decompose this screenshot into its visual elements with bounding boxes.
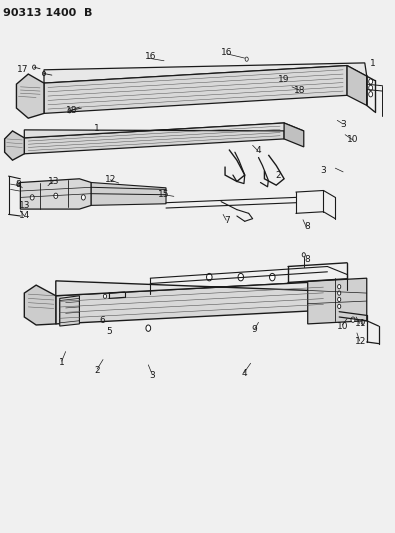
Text: 11: 11 (355, 319, 367, 328)
Text: 8: 8 (304, 222, 310, 231)
Text: 6: 6 (100, 316, 105, 325)
Circle shape (269, 273, 275, 281)
Text: 3: 3 (321, 166, 326, 175)
Text: 13: 13 (19, 201, 30, 210)
Text: 5: 5 (106, 327, 112, 336)
Text: 3: 3 (149, 371, 155, 380)
Circle shape (369, 92, 372, 97)
Text: 17: 17 (17, 66, 28, 74)
Polygon shape (308, 278, 367, 324)
Text: 7: 7 (224, 216, 230, 225)
Polygon shape (56, 281, 327, 324)
Polygon shape (56, 281, 351, 296)
Text: 16: 16 (221, 48, 233, 56)
Circle shape (207, 273, 212, 281)
Polygon shape (347, 66, 367, 106)
Text: 1: 1 (370, 59, 376, 68)
Polygon shape (24, 123, 304, 138)
Circle shape (30, 195, 34, 200)
Text: 12: 12 (355, 337, 367, 346)
Circle shape (54, 193, 58, 198)
Text: 14: 14 (19, 212, 30, 221)
Text: 18: 18 (66, 106, 77, 115)
Text: 1: 1 (94, 124, 100, 133)
Text: 8: 8 (15, 180, 21, 189)
Circle shape (338, 304, 341, 309)
Circle shape (81, 195, 85, 200)
Text: 13: 13 (48, 177, 60, 186)
Polygon shape (5, 131, 24, 160)
Text: 19: 19 (278, 75, 290, 84)
Circle shape (338, 285, 341, 289)
Circle shape (361, 320, 365, 325)
Text: 4: 4 (256, 146, 261, 155)
Circle shape (338, 291, 341, 295)
Polygon shape (60, 296, 79, 326)
Polygon shape (21, 179, 91, 209)
Circle shape (369, 85, 372, 91)
Polygon shape (44, 66, 347, 114)
Circle shape (338, 297, 341, 302)
Text: 12: 12 (105, 175, 117, 184)
Circle shape (103, 294, 107, 298)
Text: 15: 15 (158, 190, 170, 199)
Text: 3: 3 (340, 119, 346, 128)
Text: 9: 9 (252, 325, 258, 334)
Polygon shape (44, 63, 367, 83)
Polygon shape (24, 123, 284, 154)
Polygon shape (24, 285, 56, 325)
Text: 18: 18 (294, 85, 306, 94)
Polygon shape (327, 281, 351, 321)
Circle shape (369, 79, 372, 84)
Text: 8: 8 (305, 255, 310, 264)
Circle shape (146, 325, 150, 332)
Circle shape (351, 317, 355, 322)
Text: 16: 16 (145, 52, 156, 61)
Text: 10: 10 (347, 135, 359, 144)
Polygon shape (284, 123, 304, 147)
Text: 10: 10 (337, 321, 348, 330)
Text: 1: 1 (59, 358, 64, 367)
Text: 2: 2 (94, 366, 100, 375)
Text: 4: 4 (242, 369, 248, 378)
Polygon shape (17, 74, 44, 118)
Polygon shape (91, 182, 166, 205)
Text: 2: 2 (275, 171, 281, 180)
Circle shape (238, 273, 244, 281)
Text: 90313 1400  B: 90313 1400 B (3, 8, 92, 18)
